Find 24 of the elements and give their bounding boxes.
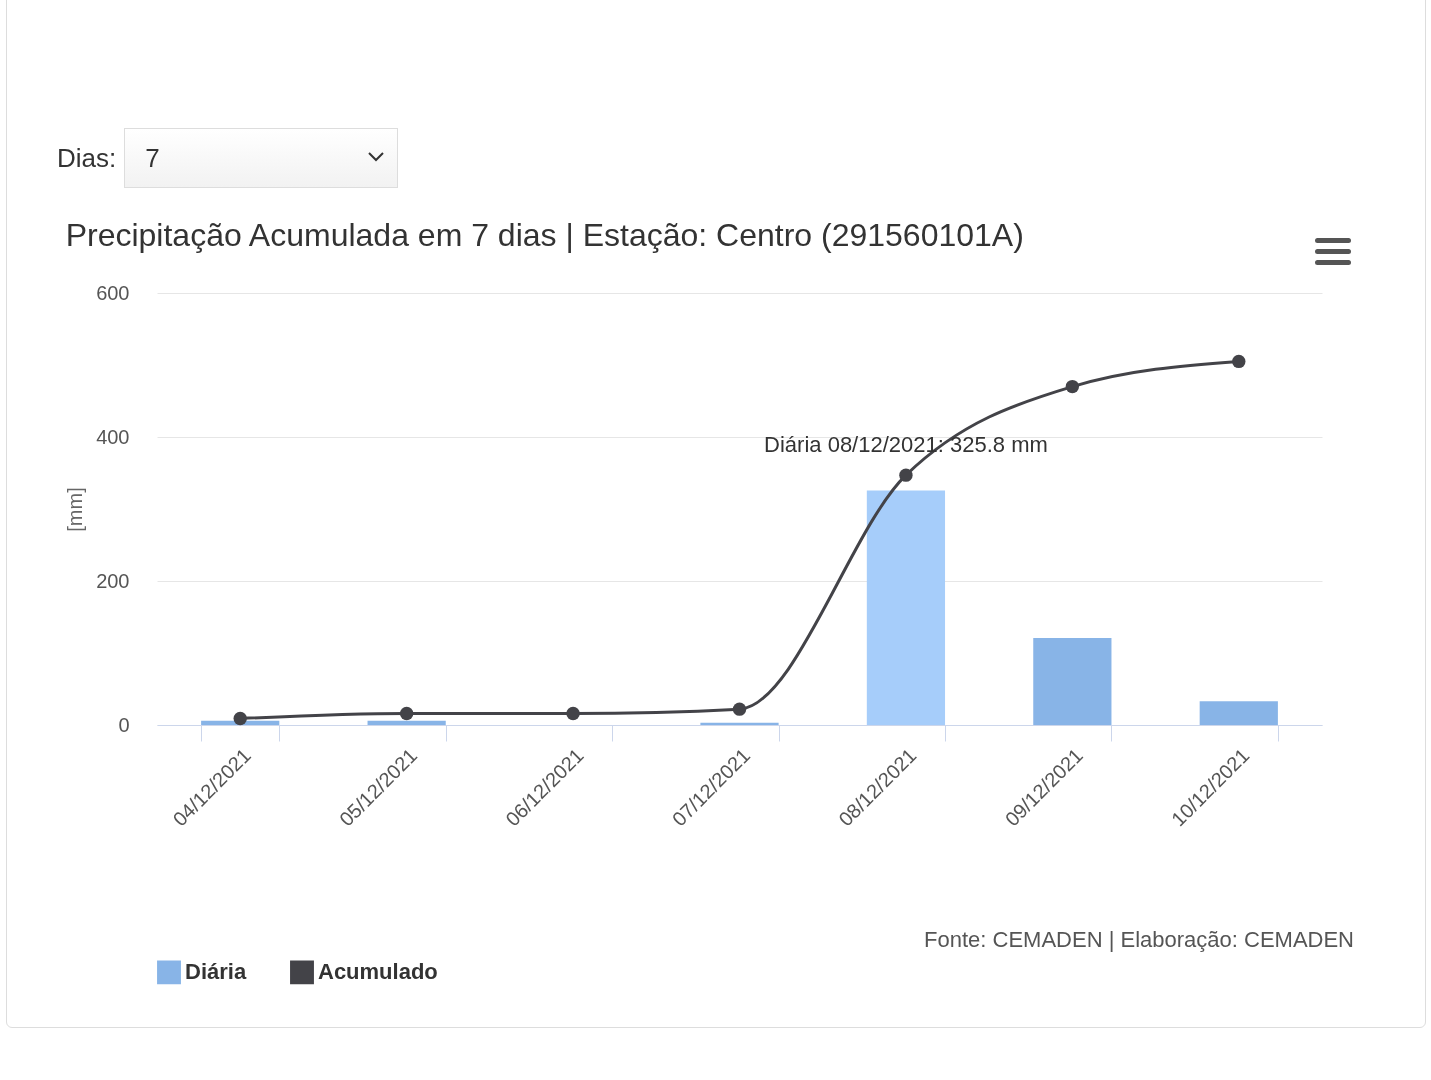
y-tick-label: 0 <box>118 713 130 736</box>
annotation: Diária 08/12/2021: 325.8 mm <box>764 432 1048 458</box>
point <box>899 468 913 482</box>
y-tick-label: 600 <box>96 281 130 304</box>
point <box>1232 354 1246 369</box>
text: Dias: <box>57 142 117 174</box>
legend-label: Acumulado <box>318 959 438 985</box>
point <box>566 706 580 721</box>
y-tick-label: 200 <box>96 569 130 592</box>
point <box>1065 379 1080 394</box>
legend-label: Diária <box>185 959 247 985</box>
bar <box>1199 701 1278 725</box>
bar <box>1033 637 1112 725</box>
source-note: Fonte: CEMADEN | Elaboração: CEMADEN <box>924 927 1354 953</box>
y-axis-title: [mm] <box>64 487 87 532</box>
bar <box>700 722 779 725</box>
dropdown: 7 <box>124 128 399 188</box>
point <box>233 711 247 726</box>
bar <box>367 720 446 725</box>
bar <box>866 490 946 725</box>
y-tick-label: 400 <box>96 425 130 448</box>
point <box>732 702 747 716</box>
point <box>399 706 414 721</box>
chart-title: Precipitação Acumulada em 7 dias | Estação: Centro (291560101A) <box>65 217 1024 253</box>
